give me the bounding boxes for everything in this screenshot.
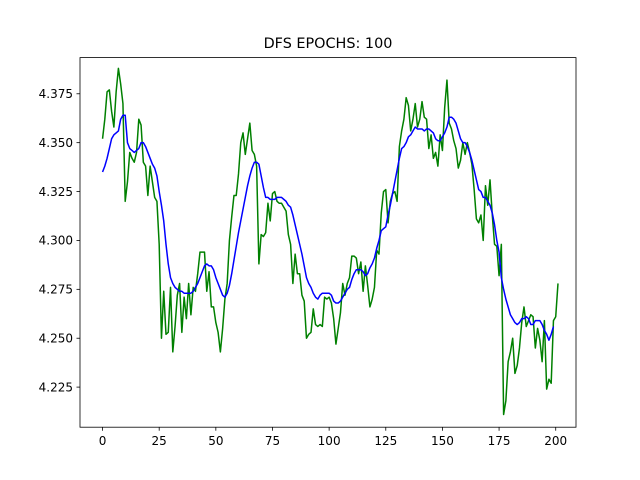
x-tick-label: 175 (488, 434, 511, 448)
plot-frame (79, 57, 577, 428)
y-axis: 4.225 4.250 4.275 4.300 4.325 4.350 4.375 (39, 87, 80, 394)
y-tick-label: 4.250 (39, 332, 73, 346)
x-tick-label: 150 (431, 434, 454, 448)
x-tick-label: 125 (374, 434, 397, 448)
series-line-1 (101, 67, 559, 416)
x-tick-label: 0 (99, 434, 107, 448)
y-tick-label: 4.275 (39, 283, 73, 297)
x-tick-label: 100 (318, 434, 341, 448)
y-tick-label: 4.375 (39, 87, 73, 101)
series-line-2 (101, 114, 555, 341)
series-layer (101, 67, 559, 416)
chart-title: DFS EPOCHS: 100 (264, 36, 393, 52)
x-axis: 0 25 50 75 100 125 150 175 200 (99, 427, 567, 448)
y-tick-label: 4.350 (39, 136, 73, 150)
x-tick-label: 50 (208, 434, 223, 448)
y-tick-label: 4.225 (39, 380, 73, 394)
x-tick-label: 75 (265, 434, 280, 448)
y-tick-label: 4.300 (39, 234, 73, 248)
y-tick-label: 4.325 (39, 185, 73, 199)
x-tick-label: 200 (544, 434, 567, 448)
x-tick-label: 25 (152, 434, 167, 448)
